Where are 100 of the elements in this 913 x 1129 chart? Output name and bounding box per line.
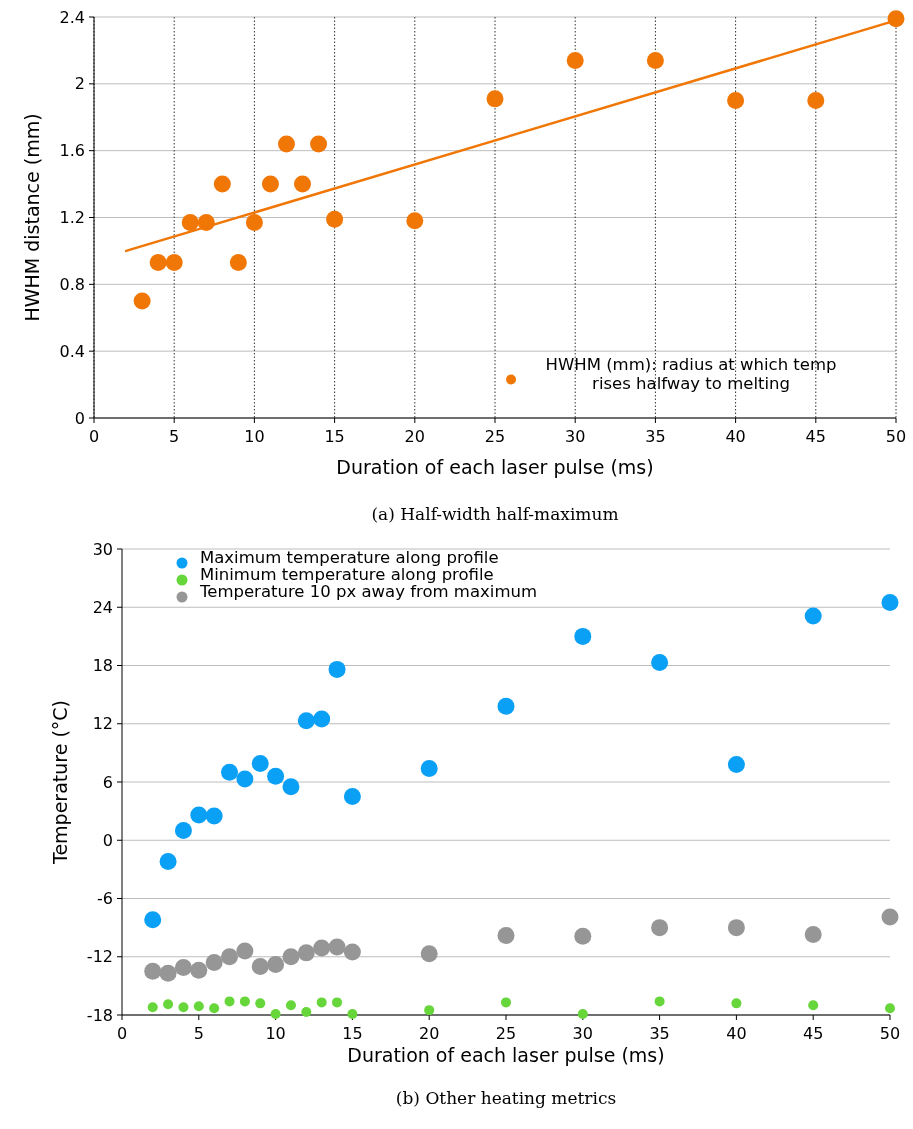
- point: [297, 944, 315, 962]
- point: [574, 927, 592, 945]
- x-tick-label: 5: [169, 427, 180, 446]
- point: [501, 997, 511, 1008]
- point: [221, 948, 239, 966]
- point: [297, 712, 315, 730]
- x-tick-label: 35: [645, 427, 666, 446]
- point: [149, 254, 167, 272]
- text: (a) Half-width half-maximum: [371, 504, 619, 524]
- point: [727, 919, 745, 937]
- point: [328, 660, 346, 678]
- point: [885, 1003, 895, 1014]
- point: [267, 956, 285, 974]
- y-tick-label: 12: [92, 714, 113, 734]
- point: [159, 853, 177, 871]
- point: [224, 996, 235, 1007]
- point: [420, 945, 438, 963]
- point: [239, 996, 250, 1007]
- y-tick-label: 1.6: [59, 141, 85, 161]
- x-tick-label: 20: [404, 427, 425, 446]
- point: [190, 961, 208, 979]
- point: [313, 939, 331, 957]
- point: [251, 957, 269, 975]
- point: [654, 996, 665, 1007]
- point: [727, 92, 745, 110]
- y-tick-label: 2: [74, 74, 85, 94]
- point: [651, 654, 669, 672]
- point: [174, 958, 192, 976]
- legend-label: Maximum temperature along profile: [200, 548, 499, 567]
- point: [190, 806, 208, 824]
- point: [727, 756, 745, 774]
- x-tick-label: 45: [803, 1024, 824, 1043]
- y-tick-label: 0.8: [59, 274, 85, 294]
- point: [261, 175, 279, 193]
- point: [804, 607, 822, 625]
- x-tick-label: 25: [484, 427, 506, 446]
- point: [807, 92, 825, 110]
- point: [213, 175, 231, 193]
- point: [221, 763, 239, 781]
- point: [343, 943, 361, 961]
- point: [147, 1002, 158, 1013]
- point: [310, 135, 328, 153]
- point: [347, 1009, 358, 1020]
- point: [133, 292, 151, 310]
- point: [251, 755, 269, 773]
- y-tick-label: -18: [86, 1005, 113, 1025]
- point: [651, 919, 669, 937]
- point: [316, 997, 327, 1008]
- text: (b) Other heating metrics: [395, 1088, 617, 1108]
- point: [326, 210, 344, 228]
- point: [205, 954, 223, 972]
- point: [282, 948, 300, 966]
- legend-label: HWHM (mm): radius at which temp rises halfway to melting: [545, 355, 837, 393]
- point: [497, 926, 515, 944]
- legend-label: Minimum temperature along profile: [200, 565, 494, 584]
- point: [301, 1007, 312, 1018]
- point: [808, 1000, 819, 1011]
- x-tick-label: 45: [805, 427, 826, 446]
- point: [804, 925, 822, 943]
- point: [881, 908, 899, 926]
- point: [731, 998, 742, 1009]
- point: [236, 942, 254, 960]
- x-tick-label: 50: [879, 1024, 901, 1043]
- x-tick-label: 40: [726, 1024, 747, 1043]
- point: [181, 214, 199, 232]
- x-tick-label: 25: [495, 1024, 517, 1043]
- point: [486, 90, 504, 108]
- x-tick-label: 30: [572, 1024, 593, 1043]
- y-tick-label: 1.2: [59, 208, 85, 228]
- point: [245, 214, 263, 232]
- point: [267, 767, 285, 785]
- point: [270, 1009, 281, 1020]
- point: [144, 911, 162, 929]
- point: [332, 997, 343, 1008]
- point: [205, 807, 223, 825]
- point: [193, 1001, 204, 1012]
- point: [282, 778, 300, 796]
- x-tick-label: 10: [244, 427, 265, 446]
- x-axis-title: Duration of each laser pulse (ms): [336, 456, 654, 478]
- x-tick-label: 15: [342, 1024, 363, 1043]
- point: [255, 998, 266, 1009]
- point: [577, 1009, 588, 1020]
- point: [277, 135, 295, 153]
- point: [209, 1003, 220, 1014]
- point: [574, 627, 592, 645]
- y-tick-label: 0.4: [59, 341, 85, 361]
- y-tick-label: 18: [92, 656, 113, 676]
- x-tick-label: 5: [193, 1024, 204, 1043]
- point: [163, 999, 174, 1010]
- point: [229, 254, 247, 272]
- point: [328, 938, 346, 956]
- point: [159, 964, 177, 982]
- point: [646, 51, 664, 69]
- point: [313, 710, 331, 728]
- point: [497, 697, 515, 715]
- x-tick-label: 0: [116, 1024, 128, 1043]
- point: [294, 175, 312, 193]
- point: [406, 212, 424, 230]
- point: [424, 1005, 435, 1016]
- y-tick-label: 30: [92, 539, 113, 559]
